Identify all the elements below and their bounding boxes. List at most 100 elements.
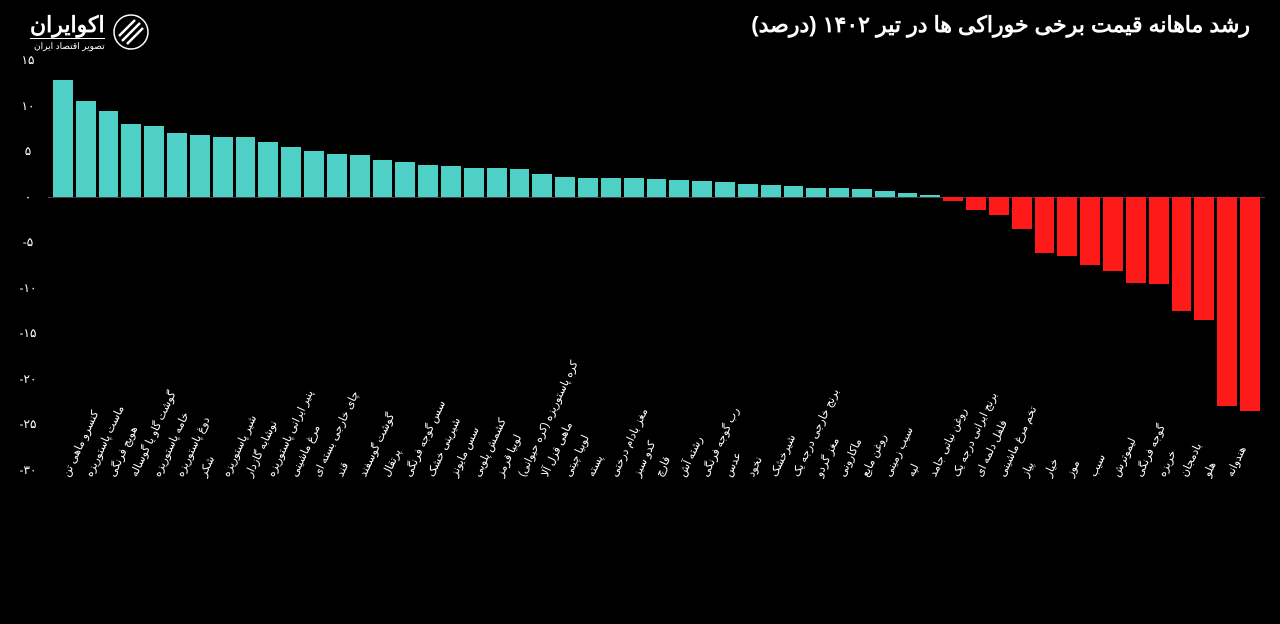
label-slot: مرغ ماشینی: [281, 475, 301, 624]
bar: [1012, 197, 1032, 229]
bar-slot: [510, 60, 530, 470]
label-slot: قند: [327, 475, 347, 624]
label-slot: نخود: [738, 475, 758, 624]
y-tick: -۲۵: [13, 417, 43, 431]
label-slot: برنج ایرانی درجه یک: [943, 475, 963, 624]
bar-slot: [852, 60, 872, 470]
chart-header: رشد ماهانه قیمت برخی خوراکی ها در تیر ۱۴…: [0, 12, 1280, 52]
chart-area: ۱۵۱۰۵۰-۵-۱۰-۱۵-۲۰-۲۵-۳۰: [48, 60, 1265, 470]
y-tick: -۱۰: [13, 281, 43, 295]
bar: [373, 160, 393, 196]
bar-slot: [920, 60, 940, 470]
label-slot: عدس: [715, 475, 735, 624]
logo: اکوایران تصویر اقتصاد ایران: [30, 12, 149, 52]
bar-slot: [1057, 60, 1077, 470]
bar: [738, 184, 758, 197]
bar-slot: [738, 60, 758, 470]
bar: [441, 166, 461, 197]
label-slot: مغز گردو: [806, 475, 826, 624]
bar-slot: [761, 60, 781, 470]
bar: [1217, 197, 1237, 407]
bar-slot: [1103, 60, 1123, 470]
bar-slot: [669, 60, 689, 470]
label-slot: پیاز: [1012, 475, 1032, 624]
label-slot: موز: [1057, 475, 1077, 624]
label-slot: سس مایونز: [441, 475, 461, 624]
y-tick: ۱۵: [13, 53, 43, 67]
label-slot: کدو سبز: [624, 475, 644, 624]
bar: [1240, 197, 1260, 411]
bar: [395, 162, 415, 197]
bar: [852, 189, 872, 196]
bar-slot: [53, 60, 73, 470]
label-slot: نوشابه گازدار: [236, 475, 256, 624]
bar-slot: [236, 60, 256, 470]
bar-slot: [487, 60, 507, 470]
bar: [327, 154, 347, 197]
label-slot: لیموترش: [1103, 475, 1123, 624]
label-slot: سیب: [1080, 475, 1100, 624]
bar: [258, 142, 278, 197]
bar: [464, 168, 484, 197]
bar: [989, 197, 1009, 215]
label-slot: گوجه فرنگی: [1126, 475, 1146, 624]
bar-slot: [1149, 60, 1169, 470]
bar-slot: [464, 60, 484, 470]
bar: [692, 181, 712, 196]
bar-slot: [692, 60, 712, 470]
label-slot: بادمجان: [1172, 475, 1192, 624]
y-tick: -۱۵: [13, 326, 43, 340]
label-slot: دوغ پاستوریزه: [167, 475, 187, 624]
bar: [304, 151, 324, 197]
bars-container: [48, 60, 1265, 470]
label-slot: پسته: [578, 475, 598, 624]
stripes-icon: [113, 14, 149, 50]
bar: [144, 126, 164, 197]
bar: [784, 186, 804, 197]
bar-slot: [1080, 60, 1100, 470]
bar: [624, 178, 644, 196]
label-slot: شیر پاستوریزه: [213, 475, 233, 624]
bar: [1172, 197, 1192, 311]
bar: [76, 101, 96, 197]
bar-slot: [601, 60, 621, 470]
bar: [898, 193, 918, 197]
chart-title: رشد ماهانه قیمت برخی خوراکی ها در تیر ۱۴…: [751, 12, 1250, 38]
bar: [715, 182, 735, 197]
label-slot: [1240, 475, 1260, 624]
label-slot: فلفل دلمه ای: [966, 475, 986, 624]
bar-slot: [875, 60, 895, 470]
label-slot: هندوانه: [1217, 475, 1237, 624]
bar: [806, 188, 826, 197]
bar-slot: [1126, 60, 1146, 470]
bar: [1035, 197, 1055, 253]
label-slot: گوشت گوسفند: [350, 475, 370, 624]
label-slot: کنسرو ماهی تن: [53, 475, 73, 624]
bar: [121, 124, 141, 197]
bar: [1149, 197, 1169, 284]
label-slot: لوبیا قرمز: [487, 475, 507, 624]
bar: [350, 155, 370, 197]
label-slot: ماکارونی: [829, 475, 849, 624]
x-labels: کنسرو ماهی تنماست پاستوریزههویج فرنگیگوش…: [48, 475, 1265, 624]
label-slot: تخم مرغ ماشینی: [989, 475, 1009, 624]
label-slot: خامه پاستوریزه: [144, 475, 164, 624]
label-slot: سیب زمینی: [875, 475, 895, 624]
bar: [213, 137, 233, 197]
bar: [1103, 197, 1123, 272]
logo-main: اکوایران: [30, 12, 105, 38]
bar-slot: [1172, 60, 1192, 470]
bar: [1126, 197, 1146, 284]
label-slot: برنج خارجی درجه یک: [784, 475, 804, 624]
bar: [1080, 197, 1100, 265]
bar: [99, 111, 119, 197]
bar: [829, 188, 849, 196]
label-slot: رشته آش: [669, 475, 689, 624]
bar: [761, 185, 781, 197]
bar-slot: [1217, 60, 1237, 470]
bar: [555, 177, 575, 197]
bar-slot: [395, 60, 415, 470]
bar: [281, 147, 301, 197]
bar: [920, 195, 940, 197]
y-tick: ۰: [13, 190, 43, 204]
